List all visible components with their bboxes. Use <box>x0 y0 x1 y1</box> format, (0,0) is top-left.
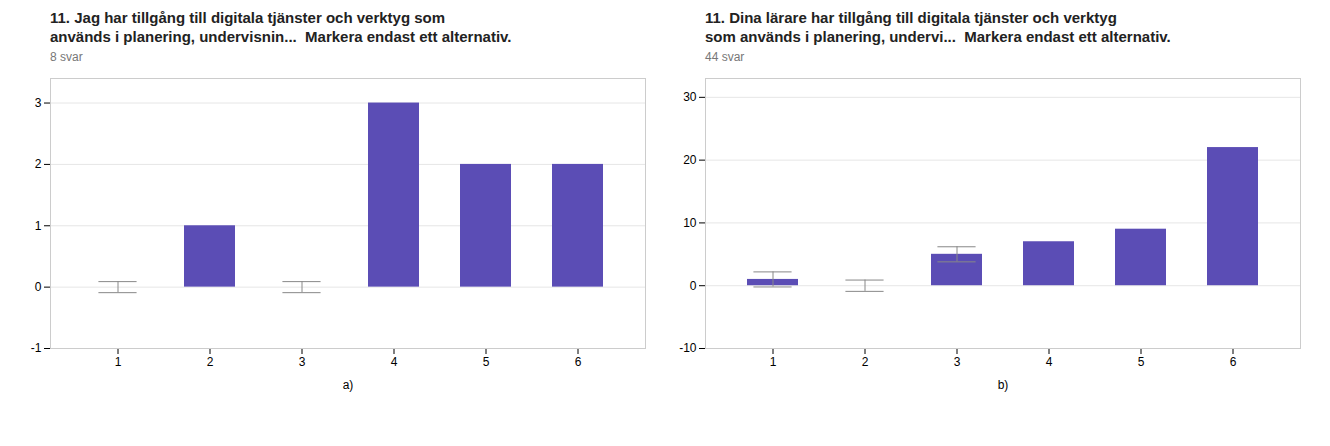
svg-text:10: 10 <box>683 216 697 230</box>
svg-text:6: 6 <box>575 355 582 369</box>
svg-text:5: 5 <box>1138 355 1145 369</box>
svg-text:4: 4 <box>391 355 398 369</box>
svg-text:0: 0 <box>690 279 697 293</box>
svg-text:1: 1 <box>35 219 42 233</box>
svg-text:5: 5 <box>483 355 490 369</box>
svg-text:6: 6 <box>1230 355 1237 369</box>
svg-text:2: 2 <box>35 157 42 171</box>
svg-text:1: 1 <box>770 355 777 369</box>
svg-text:3: 3 <box>954 355 961 369</box>
svg-text:b): b) <box>998 378 1009 392</box>
svg-text:3: 3 <box>35 96 42 110</box>
svg-text:1: 1 <box>115 355 122 369</box>
svg-text:3: 3 <box>299 355 306 369</box>
svg-text:-1: -1 <box>31 341 42 355</box>
html-text:11. Jag har tillgång till digi: 11. Jag har tillgång till digitala tjäns… <box>50 9 512 45</box>
html-text:8 svar: 8 svar <box>50 50 83 64</box>
html-text:44 svar: 44 svar <box>705 50 745 64</box>
svg-text:2: 2 <box>207 355 214 369</box>
svg-text:-10: -10 <box>679 341 697 355</box>
svg-text:4: 4 <box>1046 355 1053 369</box>
svg-text:2: 2 <box>862 355 869 369</box>
svg-text:0: 0 <box>35 280 42 294</box>
html-text:11. Dina lärare har tillgång t: 11. Dina lärare har tillgång till digita… <box>705 9 1171 45</box>
svg-text:30: 30 <box>683 90 697 104</box>
svg-text:20: 20 <box>683 153 697 167</box>
svg-text:a): a) <box>343 378 354 392</box>
